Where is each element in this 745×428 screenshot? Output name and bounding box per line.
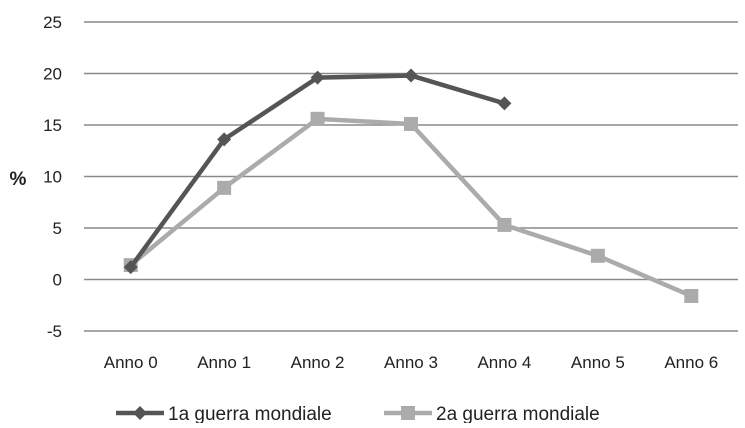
legend-label: 2a guerra mondiale bbox=[436, 404, 600, 423]
legend-item-2: 2a guerra mondiale bbox=[384, 404, 600, 425]
y-axis-ticks: -5 0 5 10 15 20 25 bbox=[43, 13, 62, 341]
x-tick-label: Anno 2 bbox=[291, 353, 345, 372]
data-point bbox=[123, 260, 138, 275]
x-tick-label: Anno 5 bbox=[571, 353, 625, 372]
y-tick-label: 5 bbox=[53, 219, 62, 238]
data-point bbox=[217, 180, 232, 195]
gridlines bbox=[84, 21, 738, 332]
y-tick-label: 25 bbox=[43, 13, 62, 32]
data-point bbox=[684, 288, 699, 303]
x-tick-label: Anno 4 bbox=[477, 353, 531, 372]
y-tick-label: 10 bbox=[43, 168, 62, 187]
x-tick-label: Anno 0 bbox=[104, 353, 158, 372]
x-tick-label: Anno 1 bbox=[197, 353, 251, 372]
legend-item-1: 1a guerra mondiale bbox=[116, 404, 332, 425]
data-point bbox=[404, 116, 418, 131]
y-axis-label: % bbox=[10, 169, 27, 190]
series-line bbox=[129, 116, 693, 299]
legend: 1a guerra mondiale 2a guerra mondiale bbox=[116, 404, 600, 425]
y-tick-label: 0 bbox=[53, 271, 62, 290]
y-tick-label: 20 bbox=[43, 65, 62, 84]
data-point bbox=[310, 70, 325, 85]
x-tick-label: Anno 3 bbox=[384, 353, 438, 372]
data-point bbox=[590, 248, 605, 263]
x-tick-label: Anno 6 bbox=[664, 353, 718, 372]
data-point bbox=[310, 111, 325, 126]
y-tick-label: 15 bbox=[43, 116, 62, 135]
data-point bbox=[217, 132, 232, 147]
y-tick-label: -5 bbox=[47, 322, 62, 341]
legend-label: 1a guerra mondiale bbox=[168, 404, 332, 423]
series-2 bbox=[123, 111, 699, 303]
data-point bbox=[497, 96, 512, 111]
data-point bbox=[404, 68, 418, 83]
legend-marker bbox=[133, 406, 147, 420]
series bbox=[123, 68, 699, 303]
x-axis-ticks: Anno 0 Anno 1 Anno 2 Anno 3 Anno 4 Anno 5 Anno… bbox=[104, 353, 718, 372]
series-1 bbox=[123, 68, 512, 275]
series-line bbox=[128, 73, 506, 269]
data-point bbox=[497, 217, 512, 232]
legend-marker bbox=[401, 406, 415, 420]
